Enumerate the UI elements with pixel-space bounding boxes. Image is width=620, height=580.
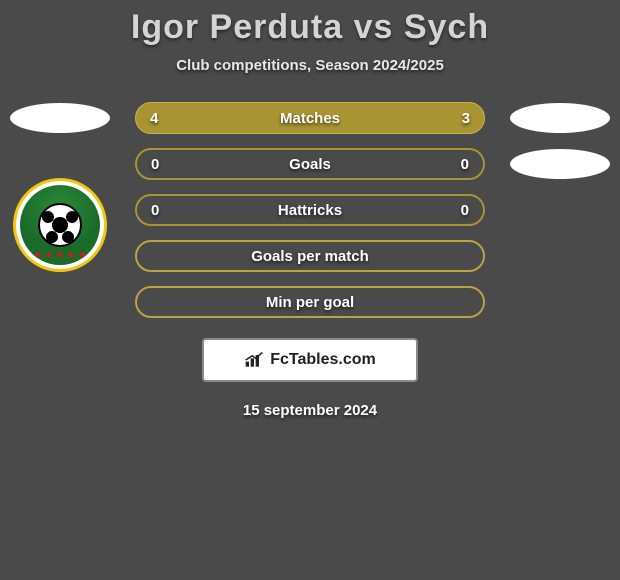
- player-photo-right: [510, 103, 610, 133]
- watermark-text: FcTables.com: [270, 351, 376, 369]
- comparison-card: Igor Perduta vs Sych Club competitions, …: [0, 0, 620, 419]
- bar-chart-icon: [244, 351, 264, 369]
- stat-label: Goals: [289, 156, 331, 173]
- stat-pill: 4 Matches 3: [135, 102, 485, 134]
- stat-row-mpg: Min per goal: [0, 286, 620, 318]
- stat-row-hattricks: 0 Hattricks 0: [0, 194, 620, 226]
- stat-row-gpm: Goals per match: [0, 240, 620, 272]
- stat-value-left: 4: [150, 110, 158, 127]
- stat-value-left: 0: [151, 156, 159, 173]
- snapshot-date: 15 september 2024: [0, 402, 620, 419]
- stat-row-goals: 0 Goals 0: [0, 148, 620, 180]
- player-photo-right-2: [510, 149, 610, 179]
- stat-pill: 0 Hattricks 0: [135, 194, 485, 226]
- player-photo-left: [10, 103, 110, 133]
- stat-pill: Min per goal: [135, 286, 485, 318]
- stat-value-left: 0: [151, 202, 159, 219]
- stat-value-right: 0: [461, 202, 469, 219]
- stat-value-right: 3: [462, 110, 470, 127]
- fctables-watermark: FcTables.com: [202, 338, 418, 382]
- stat-value-right: 0: [461, 156, 469, 173]
- stat-label: Goals per match: [251, 248, 369, 265]
- stat-label: Hattricks: [278, 202, 342, 219]
- subtitle: Club competitions, Season 2024/2025: [0, 57, 620, 74]
- stat-row-matches: 4 Matches 3: [0, 102, 620, 134]
- stat-pill: Goals per match: [135, 240, 485, 272]
- stat-label: Matches: [280, 110, 340, 127]
- stat-label: Min per goal: [266, 294, 354, 311]
- page-title: Igor Perduta vs Sych: [0, 8, 620, 47]
- stat-pill: 0 Goals 0: [135, 148, 485, 180]
